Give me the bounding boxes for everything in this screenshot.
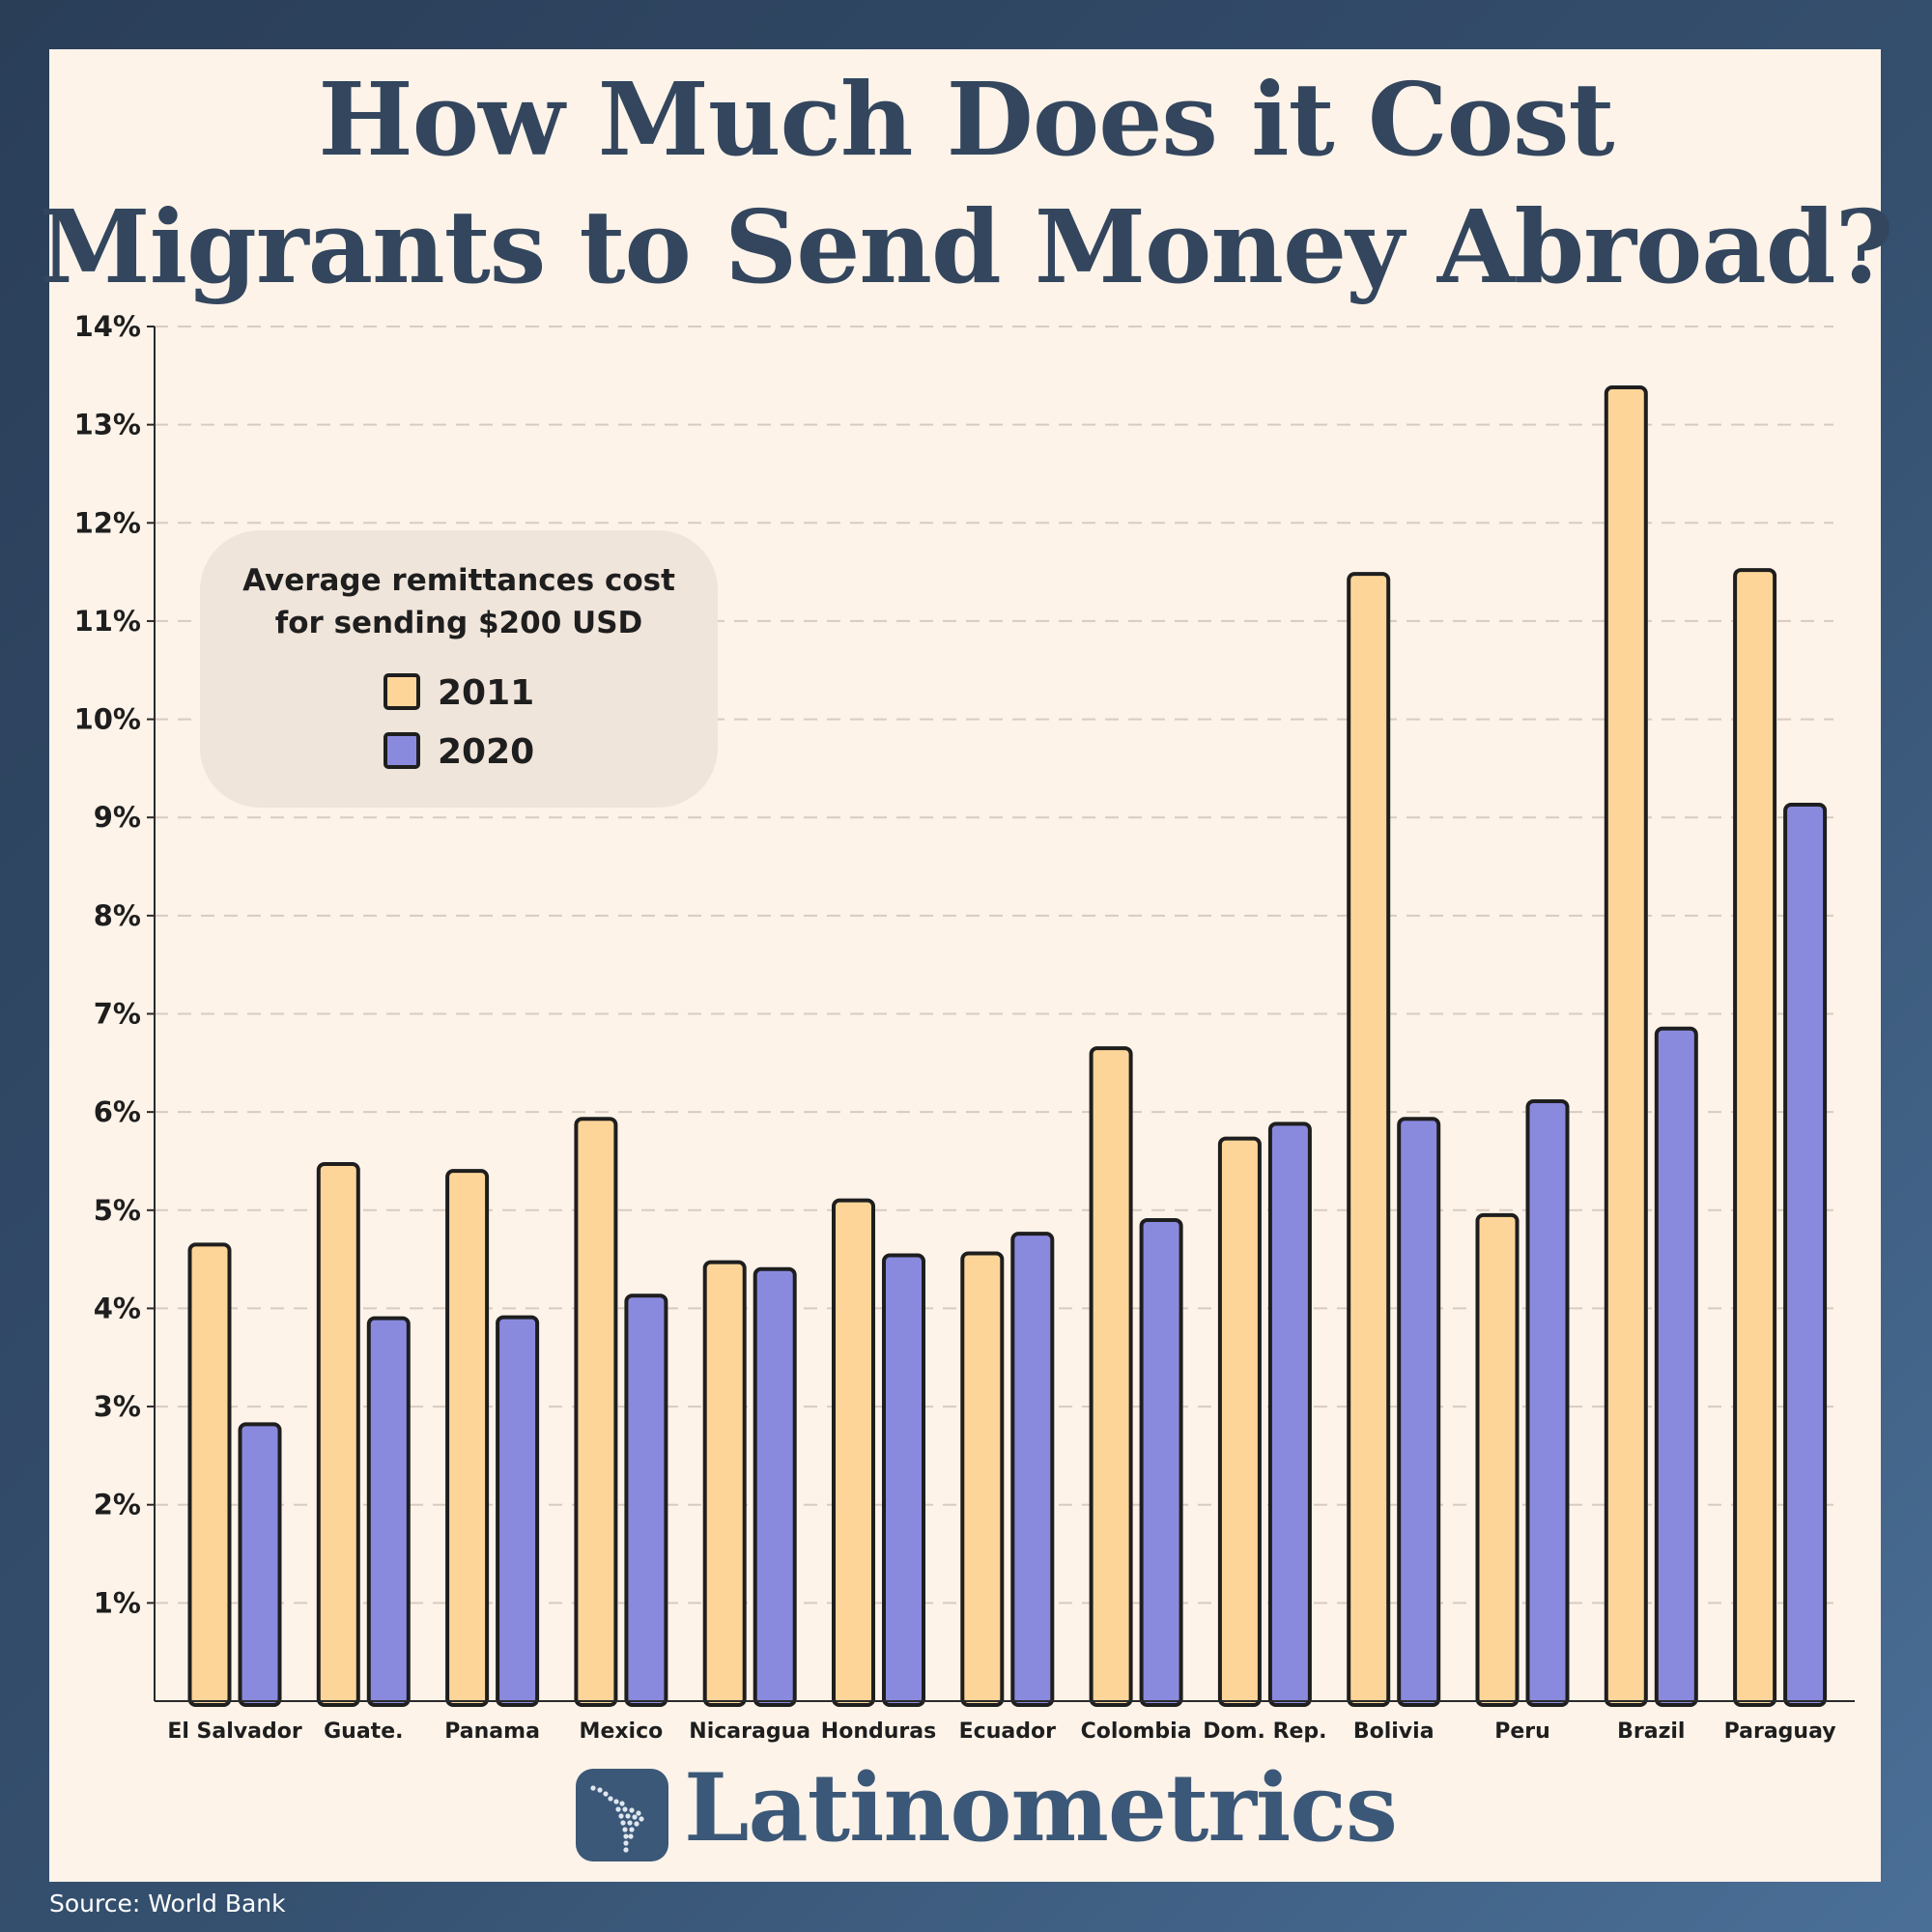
bar-2011	[1733, 568, 1777, 1707]
bars	[187, 385, 1828, 1708]
bar-2011	[1604, 385, 1648, 1708]
y-tick-label: 13%	[74, 409, 141, 441]
title-line-2: Migrants to Send Money Abroad?	[39, 187, 1894, 306]
y-tick-label: 3%	[94, 1390, 141, 1423]
bar-2011	[187, 1242, 232, 1707]
legend-swatch-2020	[384, 732, 420, 769]
bar-2020	[366, 1316, 411, 1708]
bar-2020	[624, 1293, 668, 1707]
bar-2011	[1089, 1046, 1133, 1707]
y-axis-ticks: 1% 2% 3% 4% 5% 6% 7% 8% 9% 10% 11% 12% 13% 14%	[74, 310, 155, 1619]
bar-2020	[753, 1266, 797, 1708]
bar-2020	[238, 1422, 282, 1708]
y-tick-label: 8%	[94, 899, 141, 932]
bar-2020	[1654, 1026, 1698, 1708]
x-tick-label: Paraguay	[1724, 1719, 1836, 1744]
legend-swatch-2011	[384, 673, 420, 710]
x-tick-label: Dom. Rep.	[1203, 1719, 1326, 1744]
bar-2020	[1525, 1098, 1570, 1707]
bar-2011	[702, 1260, 747, 1707]
x-tick-label: Bolivia	[1353, 1719, 1435, 1744]
y-tick-label: 11%	[74, 605, 141, 638]
y-tick-label: 1%	[94, 1586, 141, 1619]
legend-title: Average remittances cost for sending $20…	[242, 563, 675, 640]
bar-2011	[1347, 572, 1391, 1707]
title-line-1: How Much Does it Cost	[318, 60, 1614, 179]
y-tick-label: 10%	[74, 703, 141, 736]
bar-2011	[1475, 1212, 1520, 1707]
bar-2020	[1010, 1232, 1055, 1708]
y-tick-label: 9%	[94, 801, 141, 834]
y-tick-label: 2%	[94, 1489, 141, 1521]
y-tick-label: 4%	[94, 1292, 141, 1324]
x-tick-label: Mexico	[580, 1719, 664, 1744]
x-tick-label: Peru	[1494, 1719, 1550, 1744]
bar-2011	[316, 1162, 360, 1707]
y-tick-label: 14%	[74, 310, 141, 343]
latin-america-map-icon	[576, 1769, 668, 1861]
brand-name: Latinometrics	[684, 1753, 1398, 1862]
x-tick-label: Brazil	[1617, 1719, 1685, 1744]
bar-2011	[574, 1117, 618, 1707]
bar-2020	[1397, 1117, 1441, 1707]
legend-label-2020: 2020	[438, 732, 535, 772]
y-tick-label: 5%	[94, 1194, 141, 1227]
bar-2011	[445, 1169, 490, 1707]
legend: Average remittances cost for sending $20…	[200, 530, 718, 808]
x-tick-label: El Salvador	[167, 1719, 302, 1744]
x-tick-label: Nicaragua	[689, 1719, 810, 1744]
bar-2011	[832, 1198, 875, 1708]
x-tick-label: Honduras	[821, 1719, 936, 1744]
x-tick-label: Ecuador	[959, 1719, 1056, 1744]
bar-2011	[960, 1251, 1005, 1707]
bar-2020	[1139, 1217, 1183, 1707]
y-tick-label: 6%	[94, 1095, 141, 1128]
bar-2020	[882, 1253, 925, 1707]
x-tick-label: Panama	[444, 1719, 540, 1744]
bar-2020	[1267, 1122, 1312, 1707]
source-note: Source: World Bank	[49, 1889, 286, 1918]
bar-2020	[496, 1315, 540, 1707]
y-tick-label: 7%	[94, 998, 141, 1031]
y-tick-label: 12%	[74, 506, 141, 539]
legend-label-2011: 2011	[438, 673, 535, 713]
bar-2011	[1217, 1136, 1262, 1707]
x-tick-label: Guate.	[324, 1719, 403, 1744]
x-axis-ticks: El Salvador Guate. Panama Mexico Nicaragua Ho…	[167, 1719, 1835, 1744]
x-tick-label: Colombia	[1081, 1719, 1192, 1744]
bar-2020	[1783, 803, 1828, 1707]
